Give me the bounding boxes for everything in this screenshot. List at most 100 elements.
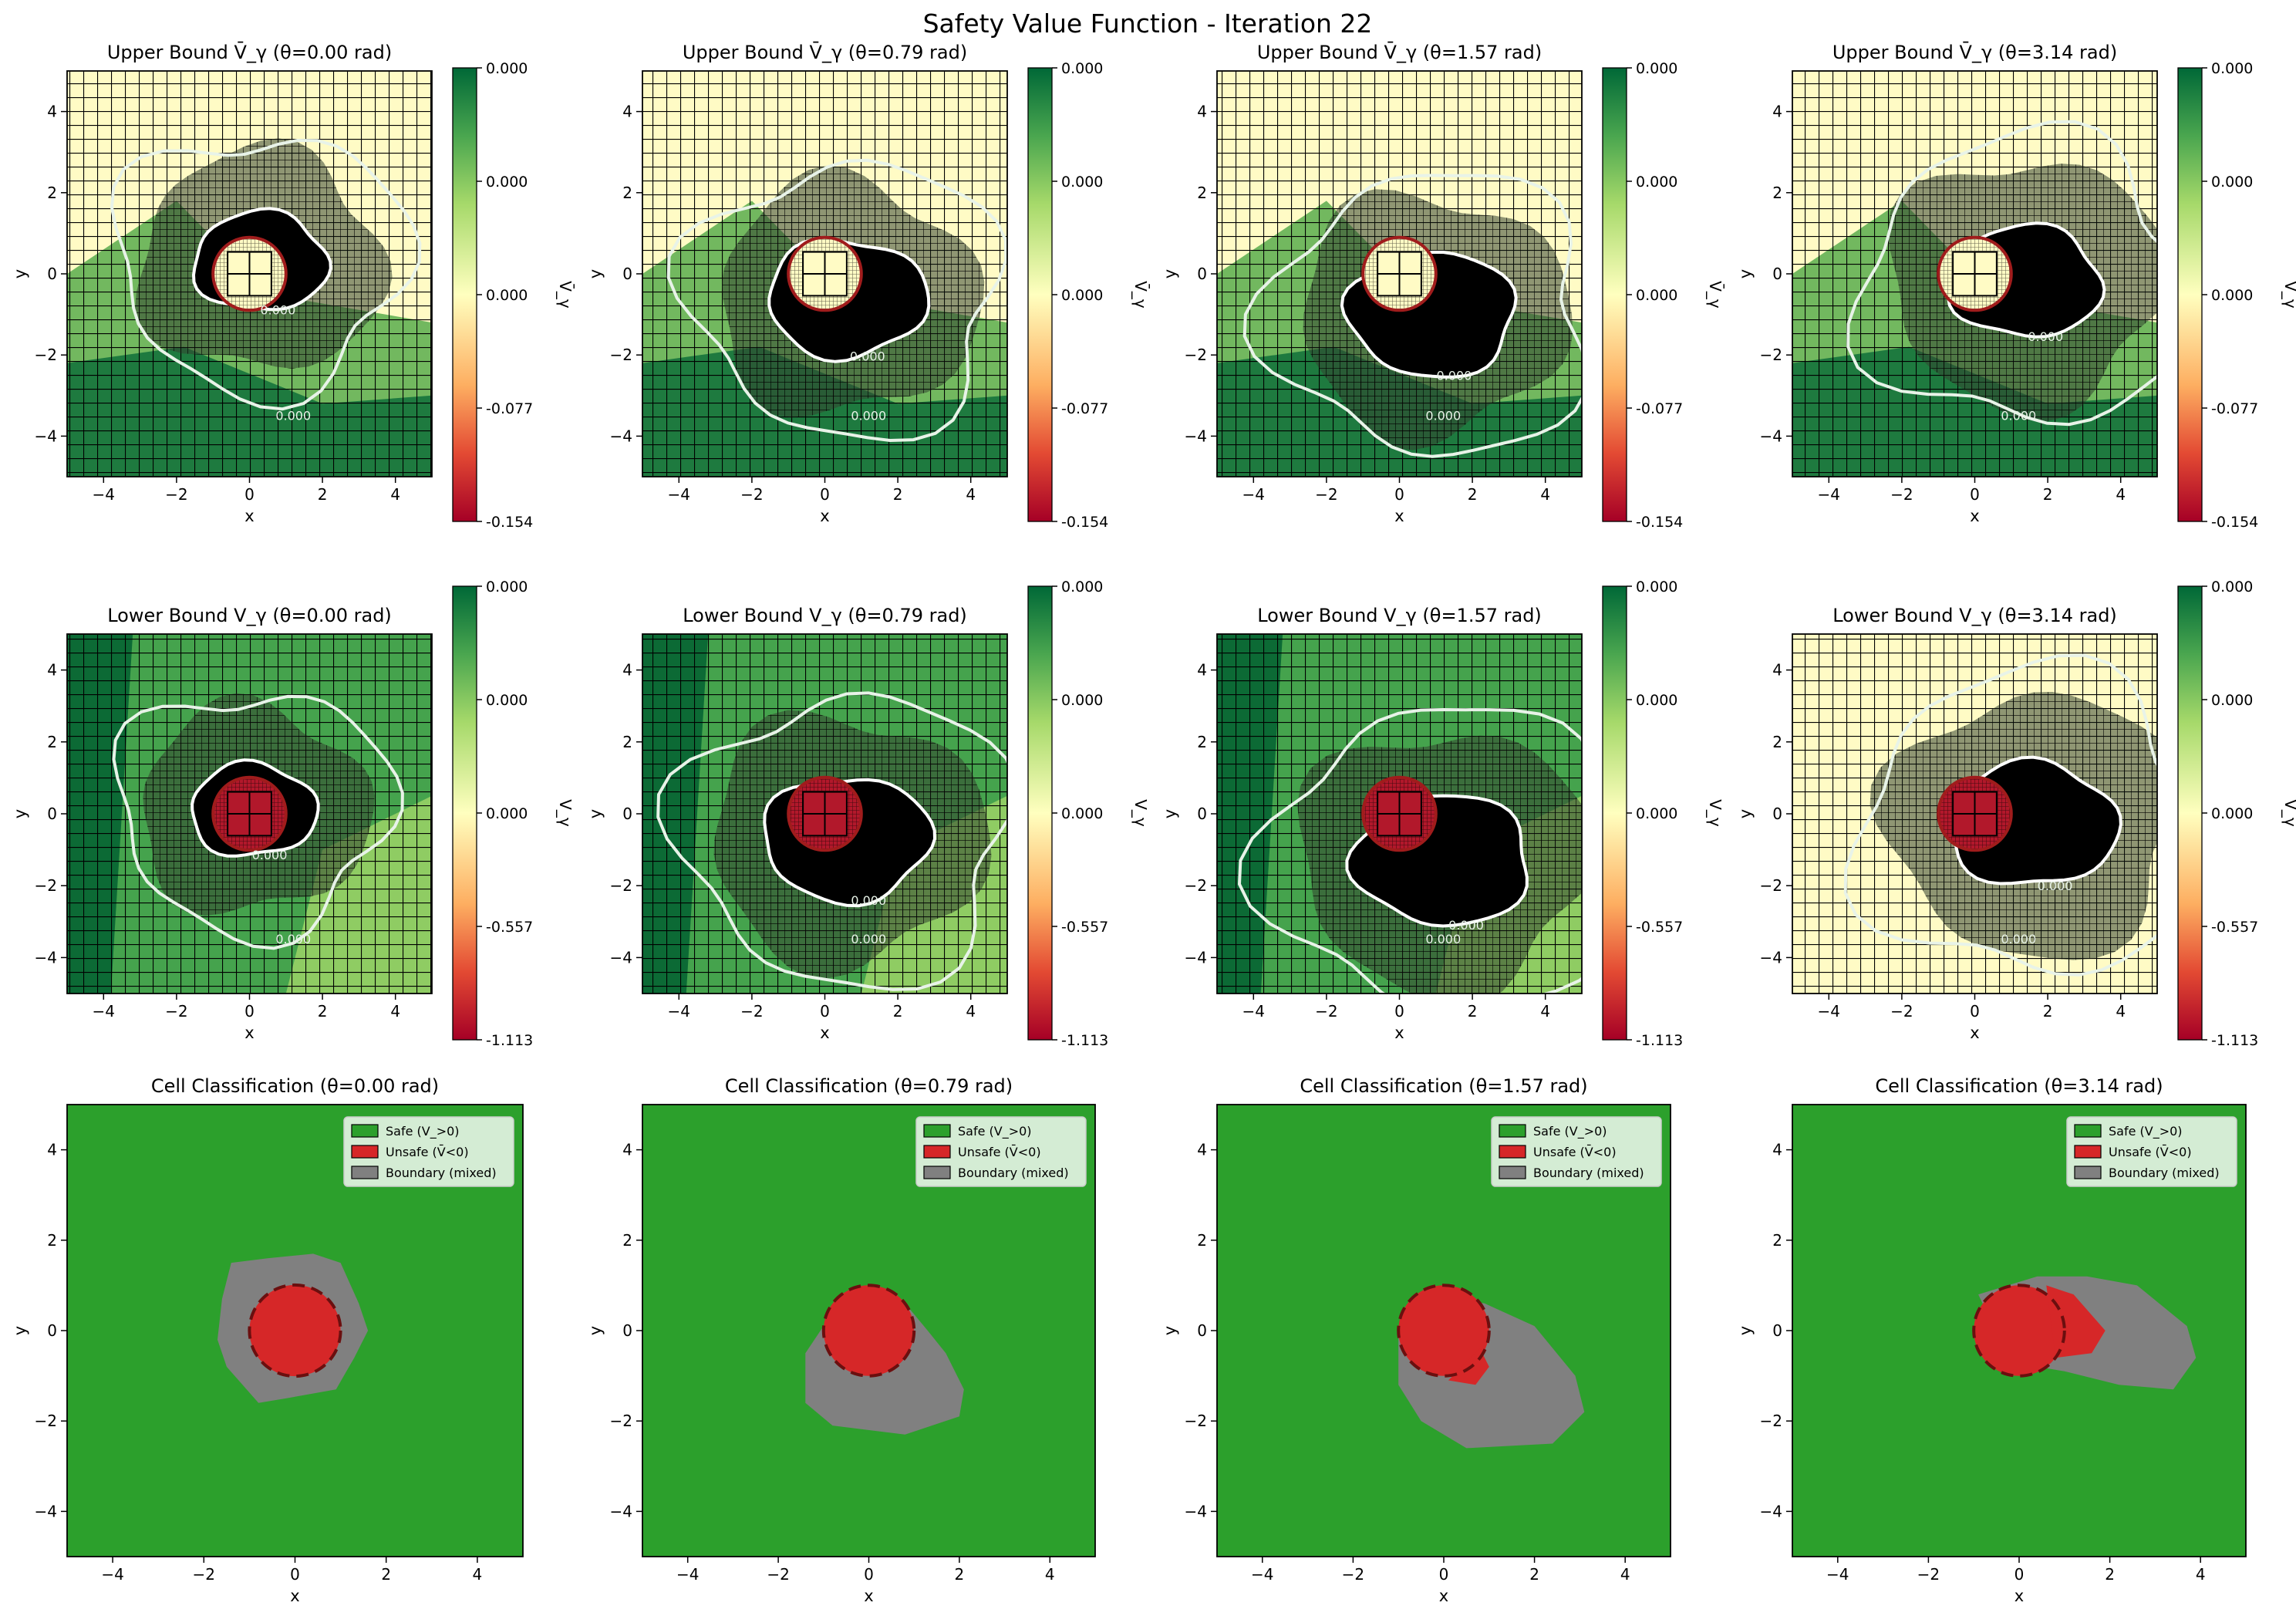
colorbar-tick-label: 0.000 [2211,579,2253,595]
panel-title: Upper Bound V̄_γ (θ=0.79 rad) [683,41,967,63]
colorbar [1602,585,1627,1041]
contour-label: 0.000 [2001,932,2036,946]
y-tick-label: −2 [610,1412,632,1430]
x-tick-label: −2 [193,1565,215,1584]
obstacle-boundary [211,235,288,312]
colorbar-tick-label: -0.077 [486,400,533,417]
legend-entry: Safe (V_>0) [958,1124,1032,1139]
y-tick-label: 0 [622,1321,632,1340]
x-tick-label: 2 [1468,485,1478,504]
y-tick-label: 4 [1197,1141,1207,1159]
x-tick-label: −4 [93,1002,115,1021]
x-axis-label: x [1394,507,1404,525]
y-tick-label: −2 [1185,876,1207,895]
zero-level-contour-outer [656,691,1007,991]
legend-swatch [2074,1166,2102,1179]
x-tick-label: 0 [864,1565,874,1584]
colorbar [1027,67,1053,522]
legend-entry: Boundary (mixed) [386,1166,497,1180]
unsafe-region [823,1285,915,1376]
x-axis-label: x [1394,1024,1404,1042]
colorbar-tick-label: 0.000 [1636,579,1677,595]
contour-label: 0.000 [851,408,886,423]
legend-box [915,1116,1087,1187]
legend-entry: Unsafe (V̄<0) [386,1145,469,1159]
y-tick-label: 4 [47,103,57,121]
x-tick-label: 4 [390,485,400,504]
y-tick-label: 0 [1772,265,1782,283]
legend-swatch [2074,1124,2102,1138]
x-tick-label: −4 [1251,1565,1273,1584]
x-tick-label: −4 [1818,1002,1840,1021]
x-tick-label: −4 [93,485,115,504]
legend-swatch [923,1166,951,1179]
obstacle-boundary [787,235,863,312]
panel-classification-2: Cell Classification (θ=1.57 rad) Safe (V_… [1161,1075,1671,1605]
legend-swatch [2074,1145,2102,1159]
panel-lower-3: 0.000 0.000 Lower Bound V_γ (θ=3.14 rad) 0.… [1736,579,2296,1049]
x-tick-label: −4 [676,1565,699,1584]
x-tick-label: 4 [2116,485,2126,504]
panel-title: Lower Bound V_γ (θ=0.00 rad) [107,605,392,626]
y-tick-label: 0 [1772,1321,1782,1340]
panel-upper-0: 0.000 0.000 Upper Bound V̄_γ (θ=0.00 rad) 0… [11,41,575,531]
panel-title: Upper Bound V̄_γ (θ=0.00 rad) [107,41,392,63]
x-tick-label: 4 [1045,1565,1055,1584]
y-tick-label: 0 [622,265,632,283]
y-tick-label: 2 [1772,184,1782,202]
unsafe-region [249,1284,341,1377]
y-tick-label: 2 [1772,733,1782,751]
panel-upper-2: 0.000 0.000 Upper Bound V̄_γ (θ=1.57 rad) 0… [1161,41,1725,531]
colorbar-label: V_γ [1706,799,1725,827]
y-axis-label: y [11,809,29,818]
colorbar-tick-label: 0.000 [2211,174,2253,191]
x-axis-label: x [820,507,829,525]
legend-entry: Unsafe (V̄<0) [958,1145,1041,1159]
x-tick-label: −2 [165,1002,187,1021]
zero-level-contour-outer [666,158,1007,443]
x-tick-label: 0 [290,1565,300,1584]
colorbar-tick-label: 0.000 [1061,692,1103,709]
legend-box [1491,1116,1662,1187]
x-tick-label: 0 [820,1002,830,1021]
zero-level-contour-inner [1340,251,1518,379]
colorbar-tick-label: 0.000 [2211,287,2253,304]
y-tick-label: 2 [1772,1231,1782,1250]
x-tick-label: 2 [1529,1565,1539,1584]
y-tick-label: −2 [35,876,57,895]
x-tick-label: 0 [244,485,255,504]
y-tick-label: −2 [35,1412,57,1430]
obstacle-boundary [1972,1284,2066,1378]
y-tick-label: 2 [622,733,632,751]
panel-upper-1: 0.000 0.000 Upper Bound V̄_γ (θ=0.79 rad) 0… [586,41,1151,531]
colorbar-tick-label: -0.154 [1636,514,1683,531]
panel-classification-1: Cell Classification (θ=0.79 rad) Safe (V_… [586,1075,1096,1605]
y-axis-label: y [1736,809,1755,818]
legend-entry: Safe (V_>0) [1533,1124,1607,1139]
y-tick-label: −2 [1760,876,1782,895]
legend-swatch [923,1124,951,1138]
colorbar-tick-label: 0.000 [486,60,528,77]
y-tick-label: 4 [1197,661,1207,680]
y-tick-label: 0 [47,1321,57,1340]
obstacle-boundary [211,775,288,852]
y-tick-label: −4 [1760,1502,1782,1520]
y-tick-label: −2 [610,346,632,364]
legend-entry: Boundary (mixed) [2109,1166,2220,1180]
x-tick-label: 4 [2116,1002,2126,1021]
x-axis-label: x [1439,1587,1448,1605]
y-axis-label: y [11,1326,29,1335]
x-axis-label: x [244,507,254,525]
zero-level-contour-outer [1237,707,1582,994]
colorbar-tick-label: 0.000 [1061,287,1103,304]
colorbar-tick-label: -0.154 [1061,514,1108,531]
zero-level-contour-outer [1242,174,1582,458]
x-tick-label: −2 [740,485,763,504]
y-axis-label: y [1161,269,1179,278]
colorbar-tick-label: 0.000 [1636,174,1677,191]
unsafe-region-extension [2046,1285,2106,1358]
legend-box [343,1116,514,1187]
x-tick-label: 4 [966,1002,976,1021]
obstacle-boundary [1397,1284,1491,1378]
x-tick-label: 4 [1540,1002,1550,1021]
